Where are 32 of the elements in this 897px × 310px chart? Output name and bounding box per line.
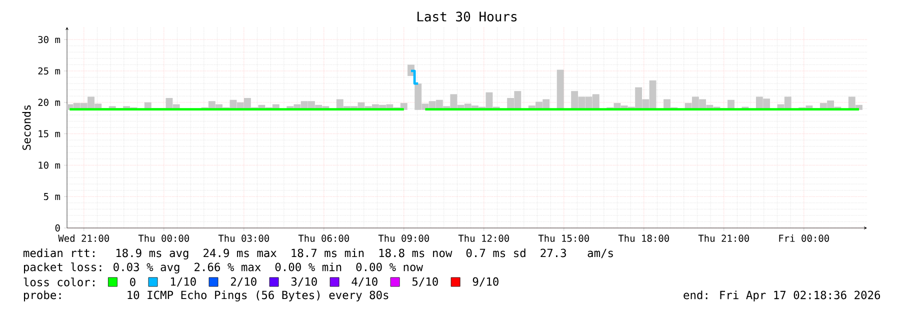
x-tick-label: Thu 15:00 bbox=[538, 234, 589, 242]
x-tick-label: Thu 18:00 bbox=[618, 234, 669, 242]
text: median rtt: 18.9 ms avg 24.9 ms max 18.7 ms min 18.8 ms now 0.7 ms sd 27.3 am/s bbox=[24, 248, 613, 260]
x-tick-label: Thu 03:00 bbox=[218, 234, 270, 242]
legend-label: 9/10 bbox=[472, 277, 498, 287]
legend-label: 3/10 bbox=[291, 277, 317, 287]
legend-label: 1/10 bbox=[170, 277, 196, 287]
x-tick-label: Fri 00:00 bbox=[779, 234, 829, 242]
y-tick-label: 10 m bbox=[38, 162, 60, 169]
y-tick-label: 25 m bbox=[38, 67, 60, 75]
legend-label: 5/10 bbox=[412, 277, 438, 287]
y-axis-title: Seconds bbox=[22, 105, 31, 150]
x-tick-label: Thu 00:00 bbox=[138, 234, 190, 242]
text: end: Fri Apr 17 02:18:36 2026 bbox=[684, 290, 880, 302]
y-tick-label: 0 bbox=[55, 224, 60, 232]
y-tick-label: 20 m bbox=[38, 98, 60, 106]
x-tick-label: Thu 09:00 bbox=[378, 234, 430, 242]
y-tick-label: 15 m bbox=[38, 130, 60, 138]
legend-label: 0 bbox=[130, 278, 136, 286]
x-tick-label: Thu 06:00 bbox=[298, 234, 350, 242]
legend-title: loss color: bbox=[24, 278, 94, 286]
bar bbox=[556, 70, 564, 110]
legend-label: 4/10 bbox=[352, 277, 378, 287]
x-tick-label: Thu 21:00 bbox=[698, 234, 749, 242]
text: probe: 10 ICMP Echo Pings (56 Bytes) every 80s bbox=[24, 290, 388, 302]
y-tick-label: 5 m bbox=[44, 193, 60, 200]
text: packet loss: 0.03 % avg 2.66 % max 0.00 % min 0.00 % now bbox=[24, 262, 423, 274]
chart-title: Last 30 Hours bbox=[417, 12, 517, 22]
x-tick-label: Thu 12:00 bbox=[458, 234, 509, 242]
y-tick-label: 30 m bbox=[38, 36, 60, 44]
x-tick-label: Wed 21:00 bbox=[58, 234, 110, 242]
legend-label: 2/10 bbox=[230, 277, 256, 287]
